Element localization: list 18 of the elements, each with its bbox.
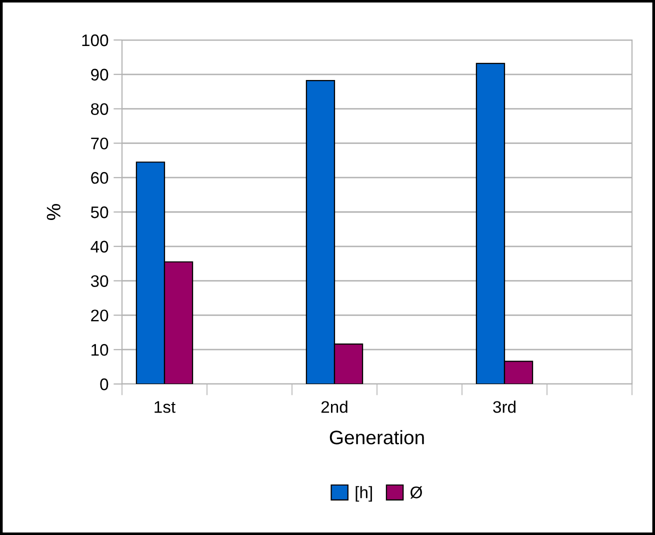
y-tick-label: 70 [91, 138, 108, 150]
y-tick-label: 10 [92, 344, 108, 356]
y-tick-label: 40 [90, 240, 108, 253]
y-tick-label: 80 [90, 103, 108, 116]
x-tick-label: 2nd [321, 400, 348, 413]
y-tick-label: 30 [90, 275, 108, 288]
y-tick-label: 90 [91, 68, 108, 81]
y-tick-label: 20 [91, 310, 108, 322]
x-axis-title: Generation [330, 430, 424, 444]
y-tick-label: 50 [90, 206, 108, 218]
y-axis-title: % [46, 204, 60, 220]
y-tick-label: 60 [91, 172, 108, 184]
y-tick-label: 0 [100, 378, 108, 390]
legend-label: Ø [410, 486, 422, 499]
legend-label: [h] [356, 486, 372, 502]
x-tick-label: 1st [154, 401, 176, 413]
y-tick-label: 100 [82, 34, 108, 46]
x-tick-label: 3rd [493, 400, 516, 413]
